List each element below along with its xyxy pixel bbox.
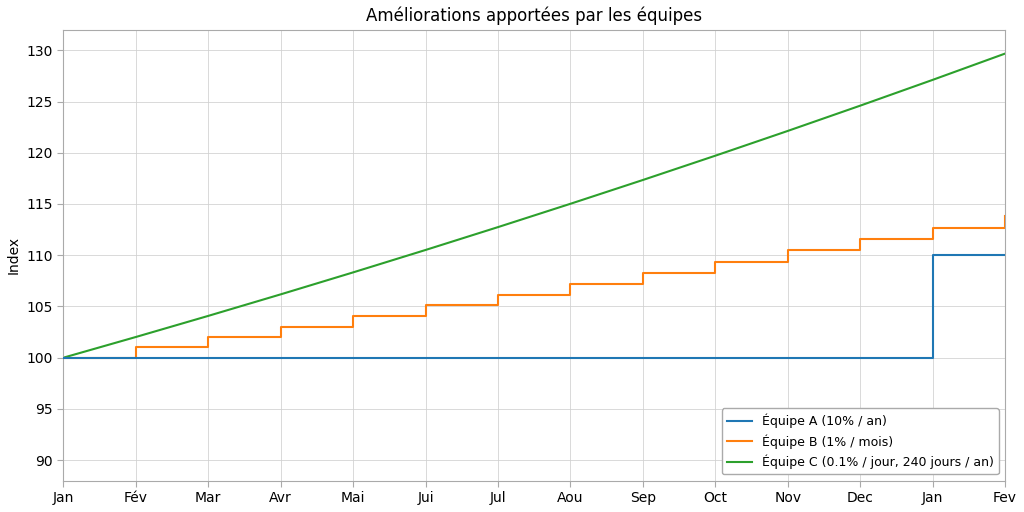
Équipe B (1% / mois) [130,345,142,351]
Équipe B (1% / mois) [998,213,1011,219]
Équipe C (0.1% / jour, 240 jours / an) [927,77,939,83]
Équipe B (1% / mois) [347,313,359,319]
Équipe C (0.1% / jour, 240 jours / an) [130,334,142,340]
Équipe A (10% / an) [927,355,939,361]
Équipe B (1% / mois) [130,345,142,351]
Title: Améliorations apportées par les équipes: Améliorations apportées par les équipes [367,7,702,26]
Line: Équipe B (1% / mois): Équipe B (1% / mois) [63,216,1005,358]
Équipe B (1% / mois) [998,225,1011,231]
Équipe B (1% / mois) [274,324,287,330]
Équipe B (1% / mois) [564,291,577,297]
Équipe B (1% / mois) [274,334,287,340]
Y-axis label: Index: Index [7,236,20,274]
Équipe B (1% / mois) [492,291,504,297]
Équipe B (1% / mois) [420,313,432,319]
Équipe B (1% / mois) [927,225,939,231]
Équipe B (1% / mois) [347,313,359,319]
Équipe B (1% / mois) [202,334,214,340]
Équipe C (0.1% / jour, 240 jours / an) [420,247,432,253]
Équipe B (1% / mois) [710,270,722,276]
Legend: Équipe A (10% / an), Équipe B (1% / mois), Équipe C (0.1% / jour, 240 jours / an: Équipe A (10% / an), Équipe B (1% / mois… [722,409,998,475]
Équipe C (0.1% / jour, 240 jours / an) [492,224,504,230]
Équipe C (0.1% / jour, 240 jours / an) [202,313,214,319]
Équipe B (1% / mois) [781,247,794,253]
Équipe A (10% / an) [57,355,70,361]
Équipe C (0.1% / jour, 240 jours / an) [710,153,722,159]
Équipe B (1% / mois) [492,291,504,297]
Équipe C (0.1% / jour, 240 jours / an) [347,269,359,275]
Équipe B (1% / mois) [274,324,287,330]
Équipe B (1% / mois) [854,247,866,253]
Équipe B (1% / mois) [637,270,649,276]
Équipe C (0.1% / jour, 240 jours / an) [57,355,70,361]
Équipe B (1% / mois) [57,355,70,361]
Équipe C (0.1% / jour, 240 jours / an) [637,177,649,183]
Équipe B (1% / mois) [927,236,939,242]
Line: Équipe A (10% / an): Équipe A (10% / an) [63,255,1005,358]
Équipe C (0.1% / jour, 240 jours / an) [274,291,287,297]
Équipe B (1% / mois) [927,225,939,231]
Équipe B (1% / mois) [854,236,866,242]
Équipe B (1% / mois) [998,213,1011,219]
Équipe A (10% / an) [927,252,939,258]
Équipe A (10% / an) [998,252,1011,258]
Line: Équipe C (0.1% / jour, 240 jours / an): Équipe C (0.1% / jour, 240 jours / an) [63,54,1005,358]
Équipe B (1% / mois) [347,324,359,330]
Équipe B (1% / mois) [781,259,794,265]
Équipe B (1% / mois) [710,259,722,265]
Équipe B (1% / mois) [202,334,214,340]
Équipe B (1% / mois) [130,355,142,361]
Équipe B (1% / mois) [420,302,432,308]
Équipe C (0.1% / jour, 240 jours / an) [998,51,1011,57]
Équipe B (1% / mois) [564,281,577,287]
Équipe B (1% / mois) [492,302,504,308]
Équipe B (1% / mois) [420,302,432,308]
Équipe B (1% / mois) [202,345,214,351]
Équipe B (1% / mois) [781,247,794,253]
Équipe C (0.1% / jour, 240 jours / an) [781,128,794,134]
Équipe B (1% / mois) [854,236,866,242]
Équipe B (1% / mois) [710,259,722,265]
Équipe A (10% / an) [927,355,939,361]
Équipe B (1% / mois) [637,281,649,287]
Équipe B (1% / mois) [637,270,649,276]
Équipe B (1% / mois) [564,281,577,287]
Équipe C (0.1% / jour, 240 jours / an) [564,201,577,207]
Équipe A (10% / an) [927,252,939,258]
Équipe C (0.1% / jour, 240 jours / an) [854,102,866,109]
